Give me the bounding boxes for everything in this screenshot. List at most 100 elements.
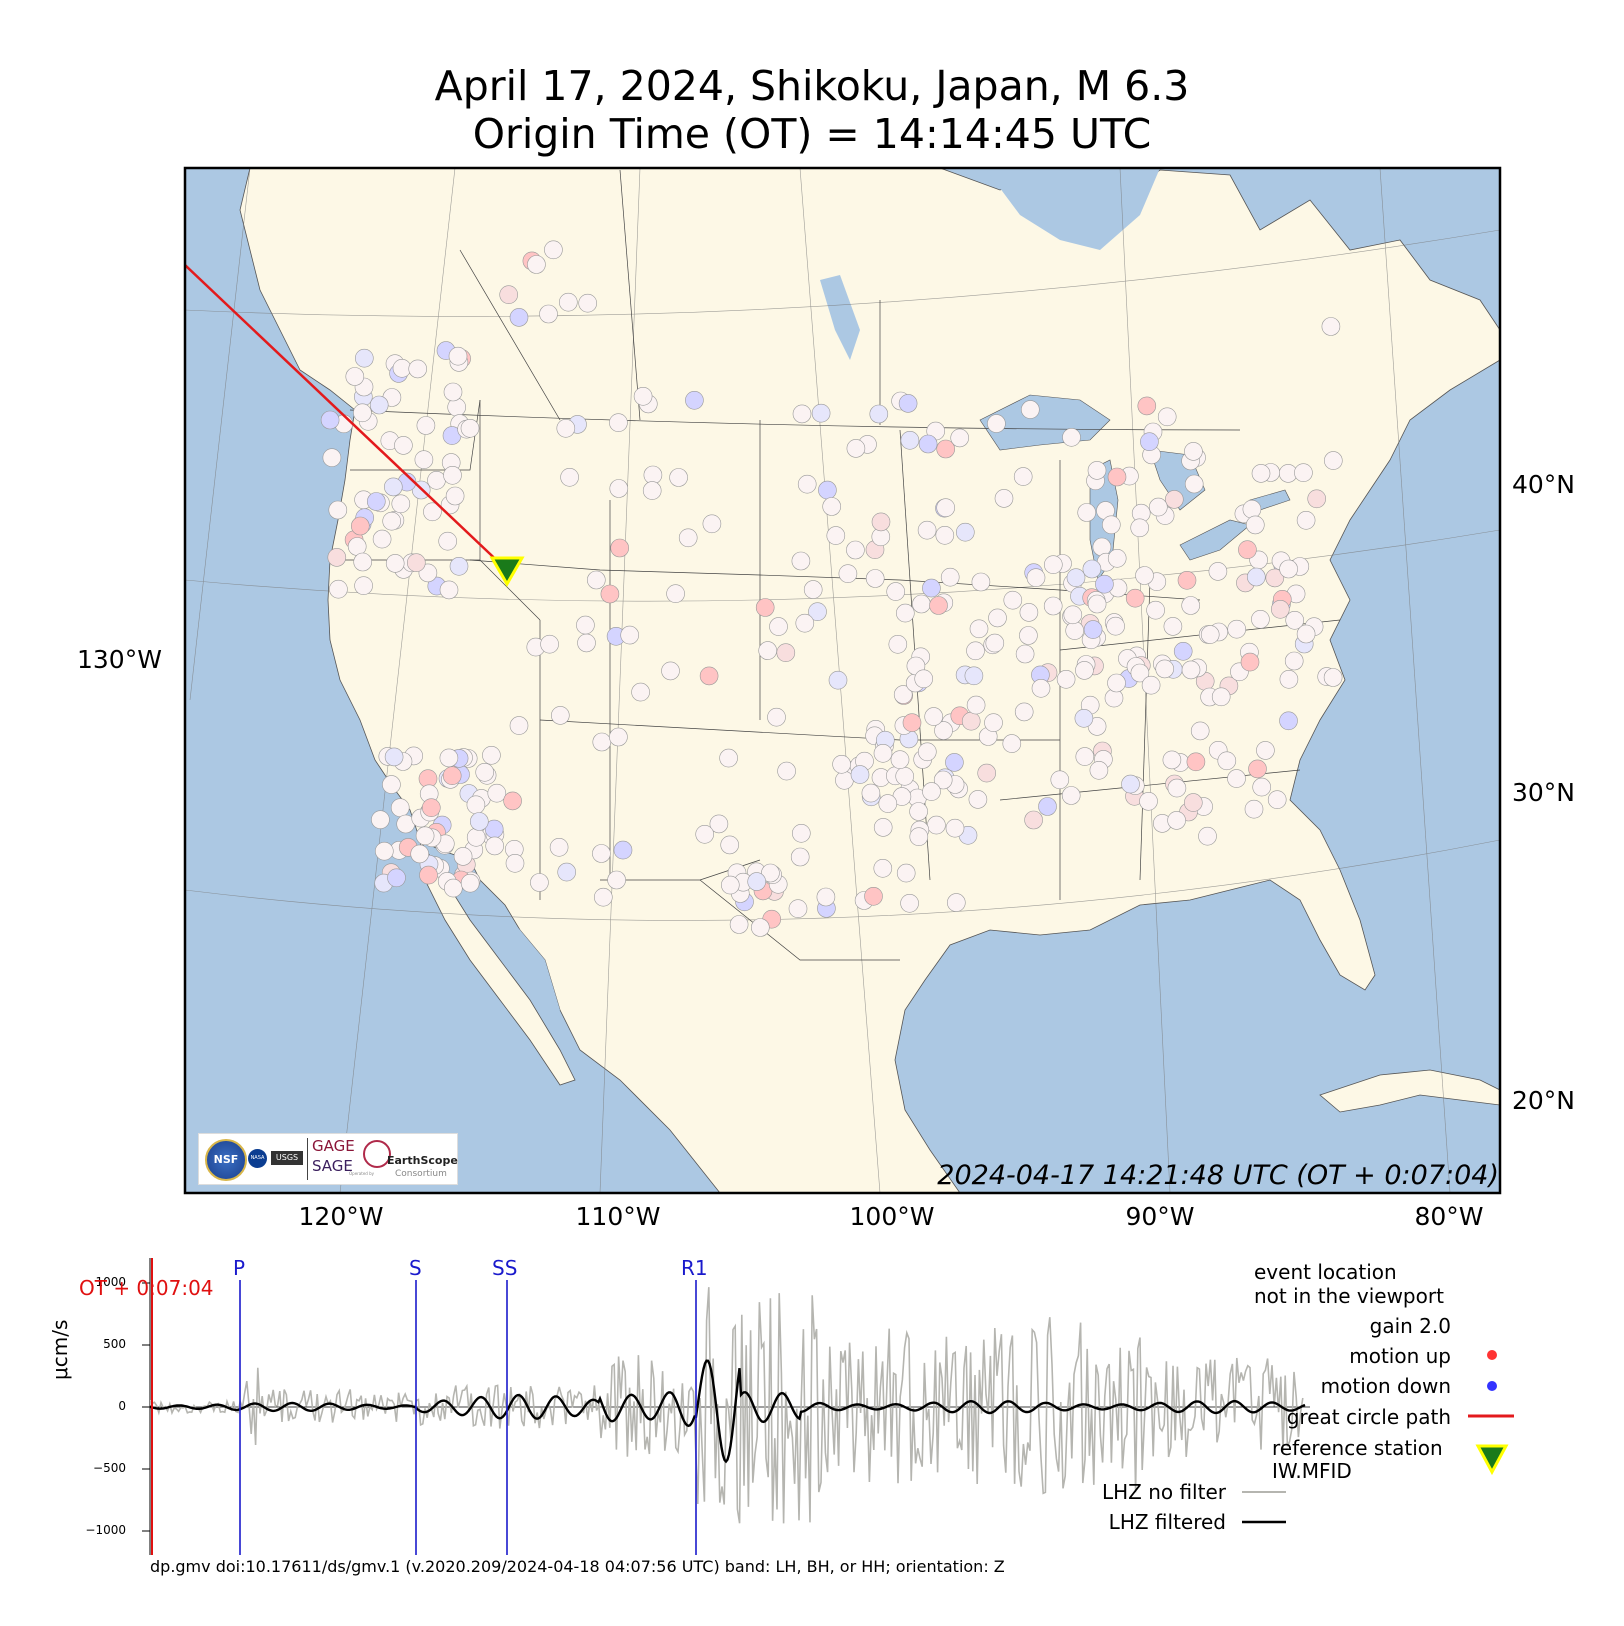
station-marker xyxy=(354,576,373,596)
station-marker xyxy=(912,594,931,614)
station-marker xyxy=(1121,774,1140,794)
station-marker xyxy=(1003,590,1023,610)
station-marker xyxy=(366,492,386,511)
reference-station-marker xyxy=(489,556,525,588)
station-marker xyxy=(1135,566,1154,585)
station-marker xyxy=(530,873,549,892)
station-marker xyxy=(1227,619,1246,639)
station-marker xyxy=(1247,567,1266,587)
station-marker xyxy=(540,634,559,654)
station-marker xyxy=(865,569,885,588)
station-marker xyxy=(767,707,786,727)
station-marker xyxy=(984,713,1003,733)
station-marker xyxy=(550,706,570,725)
legend-filtered: LHZ filtered xyxy=(1108,1510,1226,1534)
station-marker xyxy=(933,770,953,790)
station-marker xyxy=(1087,594,1107,614)
station-marker xyxy=(761,863,780,883)
station-marker xyxy=(685,390,704,410)
station-marker xyxy=(453,847,473,866)
station-marker xyxy=(576,615,595,635)
station-marker xyxy=(816,887,836,907)
station-marker xyxy=(642,481,662,500)
station-marker xyxy=(382,511,402,531)
station-marker xyxy=(792,404,812,424)
nsf-logo: NSF xyxy=(205,1139,247,1181)
station-marker xyxy=(449,556,469,576)
station-marker xyxy=(893,685,913,704)
station-marker xyxy=(935,525,955,545)
gage-logo: GAGE xyxy=(312,1137,355,1155)
station-marker xyxy=(828,670,848,690)
station-marker xyxy=(509,716,529,735)
legend-no-filter: LHZ no filter xyxy=(1101,1480,1226,1504)
station-marker xyxy=(382,775,401,794)
station-marker xyxy=(442,766,462,786)
map-frame xyxy=(183,166,1502,1195)
station-marker xyxy=(421,798,441,818)
station-marker xyxy=(460,418,480,438)
station-marker xyxy=(850,765,870,784)
station-marker xyxy=(1200,625,1220,644)
station-marker xyxy=(1063,605,1083,625)
station-marker xyxy=(391,494,411,514)
station-markers xyxy=(320,240,1343,937)
legend-motion-up: motion up xyxy=(1349,1344,1451,1368)
station-marker xyxy=(475,762,495,782)
lon-label-80w: 80°W xyxy=(1414,1202,1484,1231)
station-marker xyxy=(1077,503,1096,522)
station-marker xyxy=(929,596,948,615)
station-marker xyxy=(345,367,365,386)
station-marker xyxy=(1296,510,1316,530)
station-marker xyxy=(1279,669,1299,689)
station-marker xyxy=(320,410,340,430)
west-lon-label: 130°W xyxy=(77,645,162,674)
station-marker xyxy=(729,915,749,934)
station-marker xyxy=(846,540,865,560)
station-marker xyxy=(556,418,576,438)
station-marker xyxy=(818,480,837,500)
station-marker xyxy=(439,580,459,600)
station-marker xyxy=(609,727,628,747)
station-marker xyxy=(966,695,986,715)
station-marker xyxy=(1066,568,1086,588)
station-marker xyxy=(720,835,740,855)
station-marker xyxy=(864,886,883,906)
station-marker xyxy=(328,500,348,520)
station-marker xyxy=(385,554,405,573)
station-marker xyxy=(838,564,858,584)
sage-logo: SAGE xyxy=(312,1157,353,1175)
station-marker xyxy=(1038,797,1057,816)
ytick-500: 500 xyxy=(103,1337,126,1351)
station-marker xyxy=(1137,396,1157,416)
motion-up-swatch xyxy=(1487,1350,1497,1360)
usgs-logo: USGS xyxy=(271,1151,303,1165)
station-marker xyxy=(769,617,788,636)
station-marker xyxy=(1167,778,1187,798)
station-marker xyxy=(527,255,546,274)
station-marker xyxy=(577,633,596,653)
station-marker xyxy=(747,872,767,891)
station-marker xyxy=(353,403,372,423)
station-marker xyxy=(593,887,613,907)
station-marker xyxy=(1279,559,1298,579)
station-marker xyxy=(776,643,796,663)
station-marker xyxy=(1163,617,1183,636)
station-marker xyxy=(406,553,426,573)
consortium-label: Consortium xyxy=(395,1169,447,1179)
station-marker xyxy=(936,439,956,459)
station-marker xyxy=(1157,407,1177,427)
station-marker xyxy=(832,754,851,774)
legend-great-circle: great circle path xyxy=(1286,1405,1451,1429)
station-marker xyxy=(702,514,722,534)
seismogram-plot xyxy=(142,1258,1514,1555)
station-marker xyxy=(1050,770,1070,790)
station-marker xyxy=(758,641,778,660)
station-marker xyxy=(643,465,663,485)
station-marker xyxy=(1284,651,1304,671)
station-marker xyxy=(1248,759,1267,779)
logo-separator xyxy=(307,1138,308,1180)
station-marker xyxy=(353,552,373,572)
station-marker xyxy=(1083,620,1103,639)
